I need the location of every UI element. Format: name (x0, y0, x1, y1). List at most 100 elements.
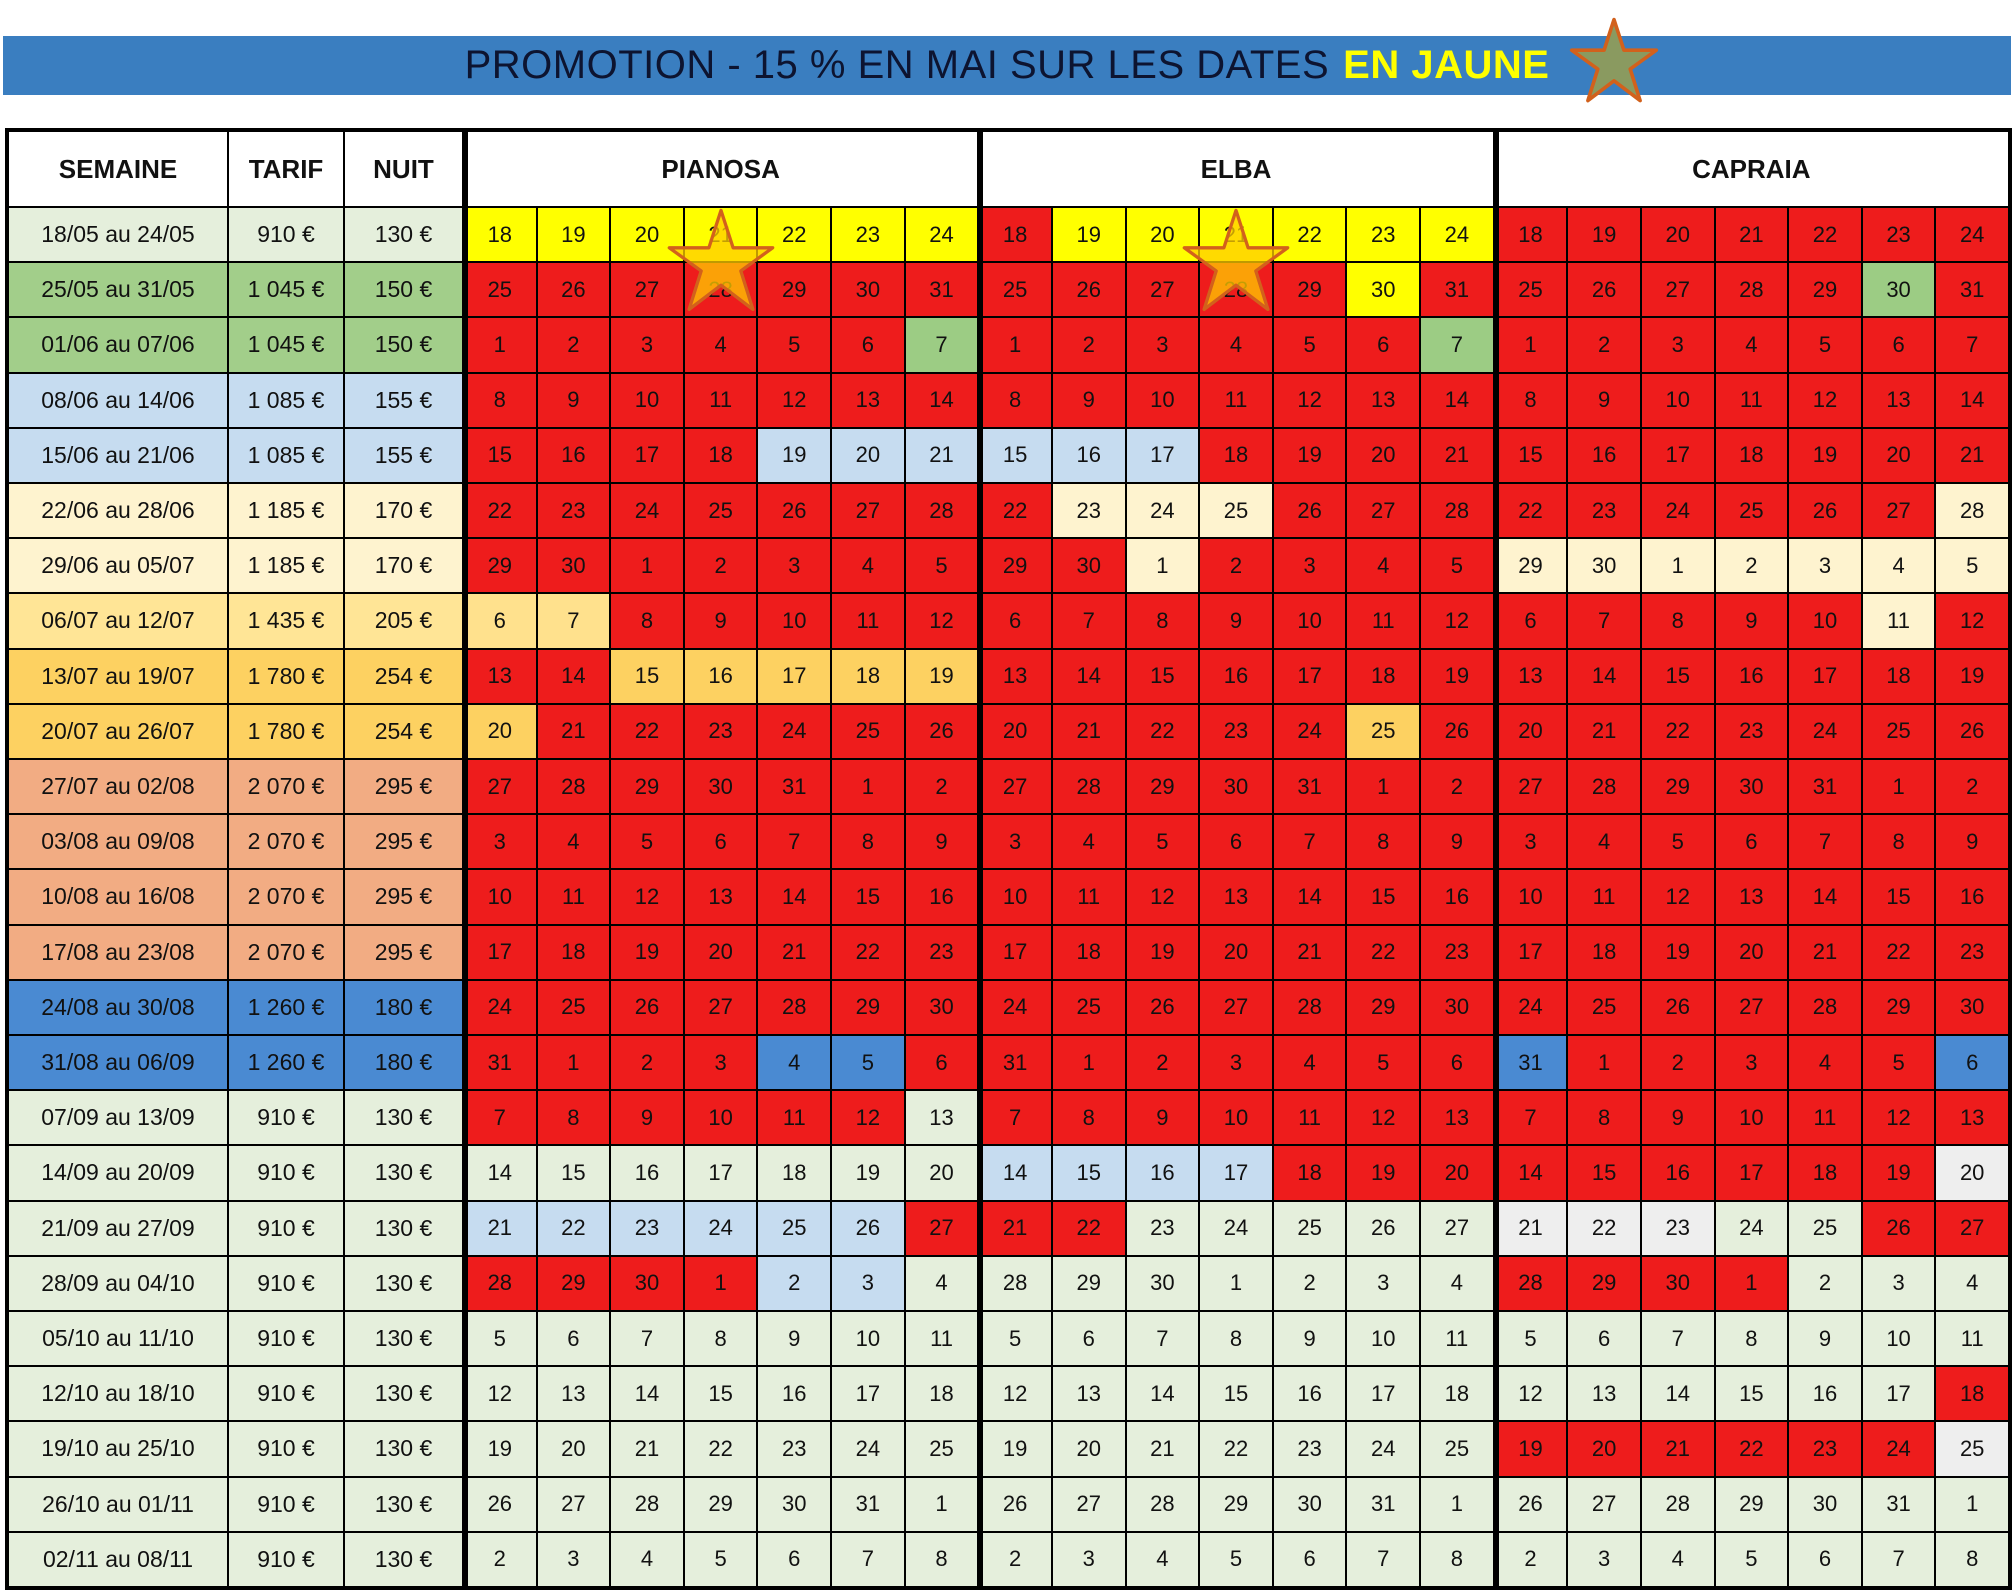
day-cell-pianosa[interactable]: 28 (758, 980, 831, 1034)
day-cell-capraia[interactable]: 19 (1862, 1146, 1935, 1200)
day-cell-pianosa[interactable]: 19 (464, 1422, 536, 1476)
day-cell-elba[interactable]: 11 (1273, 1091, 1346, 1145)
day-cell-elba[interactable]: 12 (1273, 373, 1346, 427)
day-cell-pianosa[interactable]: 11 (758, 1091, 831, 1145)
day-cell-pianosa[interactable]: 29 (537, 1256, 610, 1310)
day-cell-elba[interactable]: 1 (1347, 760, 1420, 814)
day-cell-pianosa[interactable]: 24 (758, 704, 831, 758)
day-cell-capraia[interactable]: 1 (1862, 760, 1935, 814)
day-cell-capraia[interactable]: 23 (1641, 1201, 1714, 1255)
day-cell-capraia[interactable]: 28 (1936, 484, 2008, 538)
day-cell-pianosa[interactable]: 20 (464, 704, 536, 758)
day-cell-pianosa[interactable]: 19 (905, 649, 978, 703)
day-cell-elba[interactable]: 7 (1273, 815, 1346, 869)
day-cell-pianosa[interactable]: 30 (905, 980, 978, 1034)
day-cell-elba[interactable]: 3 (979, 815, 1051, 869)
day-cell-capraia[interactable]: 9 (1936, 815, 2008, 869)
day-cell-capraia[interactable]: 31 (1494, 1036, 1567, 1090)
day-cell-pianosa[interactable]: 19 (611, 925, 683, 979)
day-cell-capraia[interactable]: 21 (1715, 208, 1788, 262)
day-cell-elba[interactable]: 1 (1421, 1477, 1493, 1531)
day-cell-pianosa[interactable]: 15 (832, 870, 904, 924)
day-cell-pianosa[interactable]: 30 (832, 263, 904, 317)
day-cell-capraia[interactable]: 1 (1494, 318, 1567, 372)
day-cell-pianosa[interactable]: 5 (684, 1532, 757, 1586)
day-cell-pianosa[interactable]: 25 (758, 1201, 831, 1255)
day-cell-capraia[interactable]: 19 (1641, 925, 1714, 979)
day-cell-capraia[interactable]: 11 (1936, 1312, 2008, 1366)
day-cell-capraia[interactable]: 27 (1641, 263, 1714, 317)
day-cell-elba[interactable]: 19 (979, 1422, 1051, 1476)
day-cell-elba[interactable]: 5 (1347, 1036, 1420, 1090)
day-cell-pianosa[interactable]: 9 (758, 1312, 831, 1366)
day-cell-elba[interactable]: 1 (1052, 1036, 1125, 1090)
day-cell-pianosa[interactable]: 21 (684, 208, 757, 262)
day-cell-capraia[interactable]: 30 (1641, 1256, 1714, 1310)
day-cell-capraia[interactable]: 20 (1862, 428, 1935, 482)
day-cell-pianosa[interactable]: 22 (611, 704, 683, 758)
day-cell-pianosa[interactable]: 13 (684, 870, 757, 924)
day-cell-capraia[interactable]: 11 (1715, 373, 1788, 427)
day-cell-elba[interactable]: 20 (979, 704, 1051, 758)
day-cell-elba[interactable]: 7 (1126, 1312, 1199, 1366)
day-cell-capraia[interactable]: 13 (1494, 649, 1567, 703)
day-cell-capraia[interactable]: 14 (1789, 870, 1861, 924)
day-cell-pianosa[interactable]: 9 (905, 815, 978, 869)
day-cell-capraia[interactable]: 7 (1494, 1091, 1567, 1145)
day-cell-pianosa[interactable]: 7 (611, 1312, 683, 1366)
day-cell-pianosa[interactable]: 13 (832, 373, 904, 427)
day-cell-capraia[interactable]: 18 (1789, 1146, 1861, 1200)
day-cell-elba[interactable]: 1 (1126, 539, 1199, 593)
day-cell-elba[interactable]: 5 (1126, 815, 1199, 869)
day-cell-capraia[interactable]: 26 (1568, 263, 1640, 317)
day-cell-capraia[interactable]: 24 (1494, 980, 1567, 1034)
day-cell-elba[interactable]: 2 (1126, 1036, 1199, 1090)
day-cell-capraia[interactable]: 5 (1936, 539, 2008, 593)
day-cell-capraia[interactable]: 23 (1936, 925, 2008, 979)
day-cell-elba[interactable]: 7 (1052, 594, 1125, 648)
day-cell-capraia[interactable]: 31 (1789, 760, 1861, 814)
day-cell-elba[interactable]: 15 (1200, 1367, 1272, 1421)
day-cell-pianosa[interactable]: 23 (684, 704, 757, 758)
day-cell-elba[interactable]: 8 (1052, 1091, 1125, 1145)
day-cell-pianosa[interactable]: 18 (537, 925, 610, 979)
day-cell-elba[interactable]: 10 (1200, 1091, 1272, 1145)
day-cell-capraia[interactable]: 7 (1568, 594, 1640, 648)
day-cell-capraia[interactable]: 18 (1862, 649, 1935, 703)
day-cell-elba[interactable]: 25 (1347, 704, 1420, 758)
day-cell-elba[interactable]: 31 (979, 1036, 1051, 1090)
day-cell-elba[interactable]: 10 (1273, 594, 1346, 648)
day-cell-elba[interactable]: 9 (1273, 1312, 1346, 1366)
day-cell-elba[interactable]: 16 (1200, 649, 1272, 703)
day-cell-pianosa[interactable]: 18 (905, 1367, 978, 1421)
day-cell-elba[interactable]: 17 (1347, 1367, 1420, 1421)
day-cell-pianosa[interactable]: 10 (832, 1312, 904, 1366)
day-cell-elba[interactable]: 24 (979, 980, 1051, 1034)
day-cell-pianosa[interactable]: 7 (758, 815, 831, 869)
day-cell-capraia[interactable]: 22 (1789, 208, 1861, 262)
day-cell-capraia[interactable]: 22 (1715, 1422, 1788, 1476)
day-cell-capraia[interactable]: 4 (1641, 1532, 1714, 1586)
day-cell-pianosa[interactable]: 21 (758, 925, 831, 979)
day-cell-capraia[interactable]: 16 (1715, 649, 1788, 703)
day-cell-capraia[interactable]: 13 (1862, 373, 1935, 427)
day-cell-capraia[interactable]: 24 (1862, 1422, 1935, 1476)
day-cell-capraia[interactable]: 13 (1568, 1367, 1640, 1421)
day-cell-pianosa[interactable]: 18 (832, 649, 904, 703)
day-cell-elba[interactable]: 7 (1421, 318, 1493, 372)
day-cell-capraia[interactable]: 26 (1862, 1201, 1935, 1255)
day-cell-pianosa[interactable]: 22 (758, 208, 831, 262)
day-cell-pianosa[interactable]: 26 (905, 704, 978, 758)
day-cell-pianosa[interactable]: 25 (832, 704, 904, 758)
day-cell-capraia[interactable]: 12 (1862, 1091, 1935, 1145)
day-cell-pianosa[interactable]: 24 (684, 1201, 757, 1255)
day-cell-pianosa[interactable]: 14 (464, 1146, 536, 1200)
day-cell-elba[interactable]: 28 (1200, 263, 1272, 317)
day-cell-capraia[interactable]: 10 (1494, 870, 1567, 924)
day-cell-pianosa[interactable]: 4 (684, 318, 757, 372)
day-cell-elba[interactable]: 6 (1347, 318, 1420, 372)
day-cell-elba[interactable]: 4 (1126, 1532, 1199, 1586)
day-cell-pianosa[interactable]: 5 (905, 539, 978, 593)
day-cell-elba[interactable]: 12 (1347, 1091, 1420, 1145)
day-cell-capraia[interactable]: 12 (1936, 594, 2008, 648)
